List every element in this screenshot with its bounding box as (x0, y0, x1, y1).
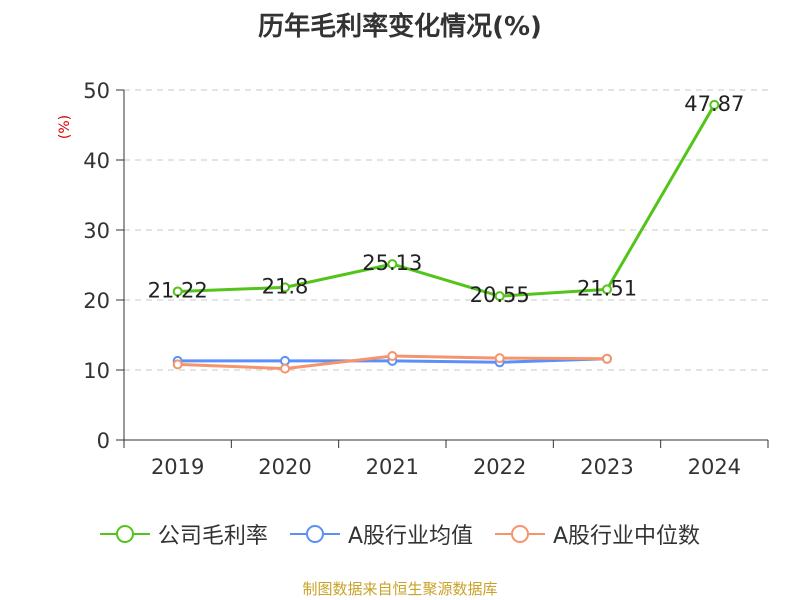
legend-label-industry-average: A股行业均值 (347, 524, 473, 549)
data-point[interactable] (280, 363, 290, 374)
legend-item-industry-median[interactable]: A股行业中位数 (495, 518, 700, 550)
series-points (172, 99, 720, 374)
x-tick-label: 2021 (366, 455, 419, 479)
y-tick-label: 20 (83, 289, 110, 313)
y-tick-label: 10 (83, 359, 110, 383)
y-tick-label: 30 (83, 219, 110, 243)
data-label: 21.8 (262, 274, 309, 298)
data-point[interactable] (602, 353, 612, 364)
data-source-note: 制图数据来自恒生聚源数据库 (302, 580, 498, 598)
legend-label-company: 公司毛利率 (157, 524, 268, 549)
y-tick-label: 40 (83, 149, 110, 173)
y-tick-label: 50 (83, 79, 110, 103)
x-tick-label: 2024 (688, 455, 741, 479)
x-tick-labels: 2019 2020 2021 2022 2023 2024 (151, 455, 741, 479)
chart-title: 历年毛利率变化情况(%) (258, 12, 542, 42)
data-label: 25.13 (362, 251, 422, 275)
legend-label-industry-median: A股行业中位数 (553, 524, 701, 549)
data-label: 20.55 (470, 283, 530, 307)
legend-marker-industry-average (289, 525, 340, 543)
x-tick-label: 2022 (473, 455, 526, 479)
x-tick-label: 2019 (151, 455, 204, 479)
data-label: 21.51 (577, 276, 637, 300)
data-point[interactable] (387, 351, 398, 361)
axes (116, 89, 769, 448)
legend-item-company[interactable]: 公司毛利率 (99, 518, 268, 550)
x-tick-label: 2020 (258, 455, 311, 479)
data-point[interactable] (280, 282, 290, 293)
data-point[interactable] (602, 284, 612, 295)
legend-item-industry-average[interactable]: A股行业均值 (289, 518, 473, 550)
y-tick-label: 0 (97, 429, 110, 453)
data-label: 47.87 (684, 92, 744, 116)
series-line-0 (177, 104, 716, 298)
x-tick-label: 2023 (580, 455, 633, 479)
data-label: 21.22 (148, 278, 208, 302)
grid-lines (124, 89, 768, 371)
data-point[interactable] (172, 286, 183, 297)
legend: 公司毛利率 A股行业均值 A股行业中位数 (0, 518, 800, 550)
data-point[interactable] (494, 353, 505, 364)
data-point[interactable] (172, 359, 183, 370)
data-point[interactable] (494, 291, 505, 302)
data-point[interactable] (387, 259, 398, 270)
y-tick-labels: 0 10 20 30 40 50 (83, 79, 110, 453)
legend-marker-company (99, 525, 150, 543)
legend-marker-industry-median (495, 525, 545, 543)
data-point[interactable] (709, 99, 720, 110)
series-lines (177, 104, 716, 371)
data-labels: 21.22 21.8 25.13 20.55 21.51 47.87 (148, 92, 745, 307)
